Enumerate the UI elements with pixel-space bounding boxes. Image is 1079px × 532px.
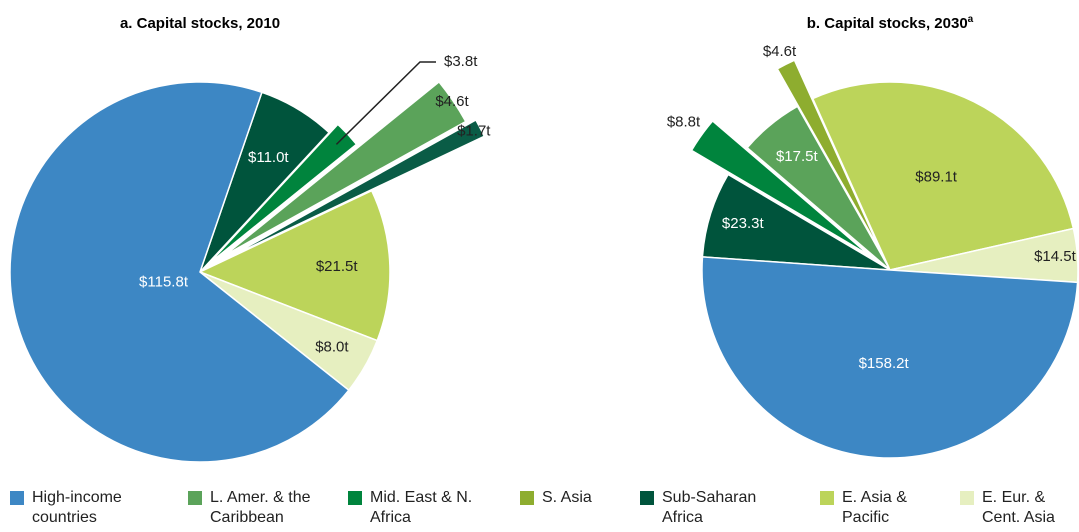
value-label: $4.6t — [763, 43, 797, 60]
value-label: $21.5t — [316, 258, 359, 275]
value-label: $8.0t — [315, 339, 349, 356]
value-label: $17.5t — [776, 148, 819, 165]
legend-label: Sub-Saharan Africa — [662, 489, 757, 526]
legend-swatch — [348, 491, 362, 505]
legend-item: Mid. East & N. Africa — [348, 488, 482, 528]
legend-item: E. Asia & Pacific — [820, 488, 954, 528]
pie-slice — [746, 105, 891, 271]
legend-label: L. Amer. & the Caribbean — [210, 489, 311, 526]
pie-slice — [198, 189, 391, 342]
legend-label: S. Asia — [542, 489, 592, 506]
legend-item: High-income countries — [10, 488, 144, 528]
legend-item: S. Asia — [520, 488, 592, 508]
value-label: $1.7t — [457, 122, 491, 139]
title-note: a — [968, 14, 974, 25]
value-label: $115.8t — [139, 274, 189, 291]
legend-swatch — [820, 491, 834, 505]
legend-swatch — [188, 491, 202, 505]
chart-title: b. Capital stocks, 2030a — [807, 14, 974, 32]
chart-title: a. Capital stocks, 2010 — [120, 15, 280, 32]
pie-slice — [226, 118, 486, 259]
pie-slice — [776, 59, 882, 253]
value-label: $3.8t — [444, 53, 478, 70]
legend-swatch — [640, 491, 654, 505]
leader-line — [335, 61, 436, 145]
legend-label: High-income countries — [32, 489, 122, 526]
pie-slice — [9, 81, 350, 463]
pie-slice — [701, 256, 1079, 460]
pie-slice — [690, 119, 871, 257]
value-label: $8.8t — [667, 113, 701, 130]
legend-label: Mid. East & N. Africa — [370, 489, 473, 526]
legend-item: E. Eur. & Cent. Asia — [960, 488, 1079, 528]
legend-swatch — [520, 491, 534, 505]
legend-swatch — [960, 491, 974, 505]
legend-label: E. Eur. & Cent. Asia — [982, 489, 1055, 526]
charts: a. Capital stocks, 2010 b. Capital stock… — [9, 14, 1079, 463]
value-label: $89.1t — [915, 168, 958, 185]
pie-slice — [224, 80, 467, 256]
value-label: $4.6t — [435, 93, 469, 110]
legend-item: L. Amer. & the Caribbean — [188, 488, 322, 528]
value-label: $11.0t — [248, 149, 289, 166]
pie-slice — [811, 81, 1075, 271]
legend-swatch — [10, 491, 24, 505]
value-label: $14.5t — [1034, 248, 1077, 265]
title-text: b. Capital stocks, 2030 — [807, 15, 968, 32]
value-label: $23.3t — [722, 215, 765, 232]
legend-label: E. Asia & Pacific — [842, 489, 907, 526]
legend-item: Sub-Saharan Africa — [640, 488, 774, 528]
value-label: $158.2t — [859, 355, 910, 372]
